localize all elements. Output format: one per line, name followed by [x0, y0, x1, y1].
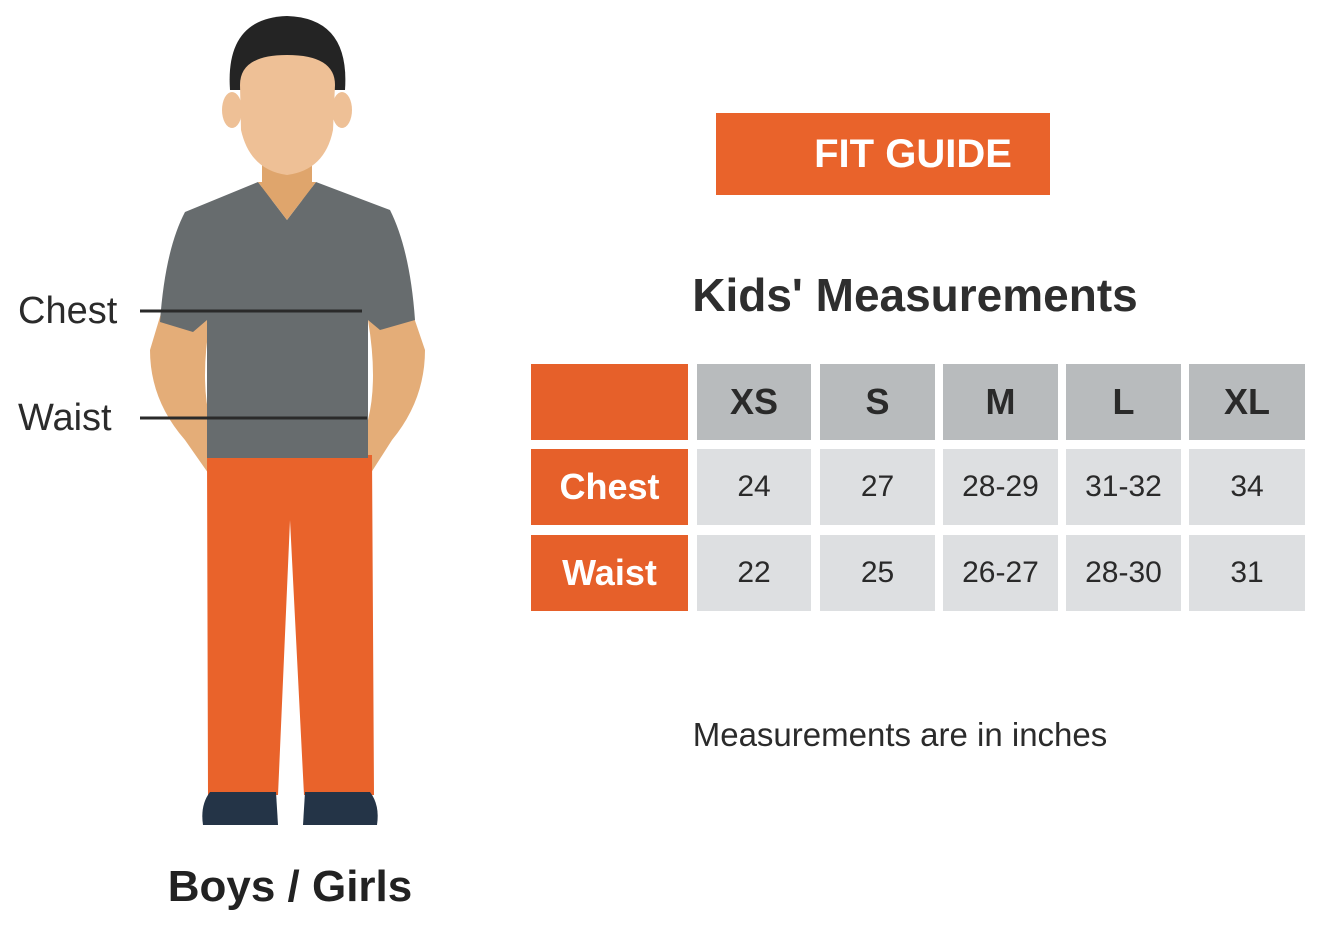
table-cell: 31-32 [1066, 449, 1181, 525]
table-cell: 26-27 [943, 535, 1058, 611]
units-note: Measurements are in inches [692, 716, 1108, 753]
left-ear [222, 92, 242, 128]
table-cell: 27 [820, 449, 935, 525]
right-ear [332, 92, 352, 128]
chest-label: Chest [18, 290, 118, 332]
column-header-l: L [1066, 364, 1181, 440]
page-title: Kids' Measurements [692, 269, 1138, 321]
column-header-xl: XL [1189, 364, 1305, 440]
table-cell: 34 [1189, 449, 1305, 525]
table-cell: 24 [697, 449, 811, 525]
face [240, 55, 335, 175]
waist-label: Waist [18, 397, 112, 439]
table-cell: 22 [697, 535, 811, 611]
fit-guide-badge: FIT GUIDE [716, 113, 1050, 195]
left-shoe [202, 792, 278, 825]
row-label-waist: Waist [531, 535, 688, 611]
shirt [160, 182, 415, 458]
fit-guide-text: FIT GUIDE [814, 131, 1012, 176]
table-cell: 28-29 [943, 449, 1058, 525]
column-header-xs: XS [697, 364, 811, 440]
column-header-m: M [943, 364, 1058, 440]
row-label-chest: Chest [531, 449, 688, 525]
column-header-s: S [820, 364, 935, 440]
table-cell: 31 [1189, 535, 1305, 611]
table-cell: 28-30 [1066, 535, 1181, 611]
right-shoe [303, 792, 378, 825]
child-figure-illustration [140, 16, 425, 825]
pants [207, 455, 374, 795]
table-corner-cell [531, 364, 688, 440]
figure-caption: Boys / Girls [167, 862, 413, 911]
table-cell: 25 [820, 535, 935, 611]
